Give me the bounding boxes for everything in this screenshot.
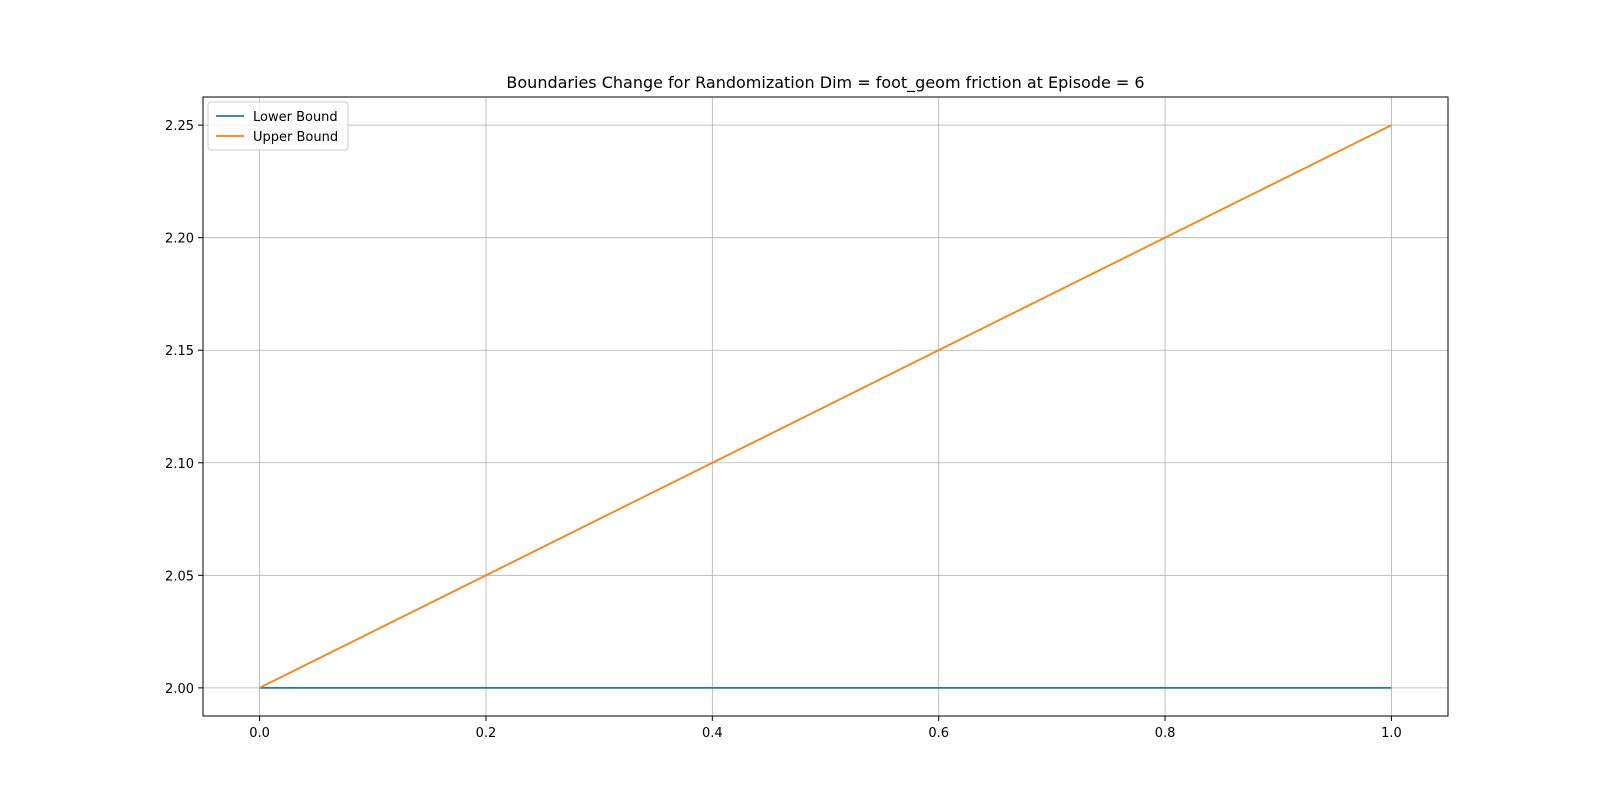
axes-frame (202, 96, 1449, 717)
y-tick-label: 2.10 (165, 457, 194, 472)
y-tick-label: 2.25 (165, 119, 194, 134)
upper-bound-series-line (259, 124, 1392, 689)
legend-label-upper-bound: Upper Bound (253, 130, 338, 145)
series-lines (259, 124, 1392, 689)
x-tick-label: 0.8 (1155, 726, 1176, 741)
legend-box (207, 101, 349, 151)
legend: Lower Bound Upper Bound (207, 101, 349, 151)
y-tick-label: 2.05 (165, 569, 194, 584)
y-tick-label: 2.20 (165, 232, 194, 247)
x-tick-label: 0.4 (702, 726, 723, 741)
axis-ticks: 0.0 0.2 0.4 0.6 0.8 1.0 2.00 2.05 2.10 2.15 2.20 2.… (165, 119, 1402, 741)
x-tick-label: 1.0 (1381, 726, 1402, 741)
legend-label-lower-bound: Lower Bound (253, 110, 338, 125)
x-tick-label: 0.0 (249, 726, 270, 741)
y-tick-label: 2.00 (165, 682, 194, 697)
chart-title: Boundaries Change for Randomization Dim … (506, 73, 1144, 93)
x-tick-label: 0.2 (476, 726, 497, 741)
y-tick-label: 2.15 (165, 344, 194, 359)
x-tick-label: 0.6 (928, 726, 949, 741)
